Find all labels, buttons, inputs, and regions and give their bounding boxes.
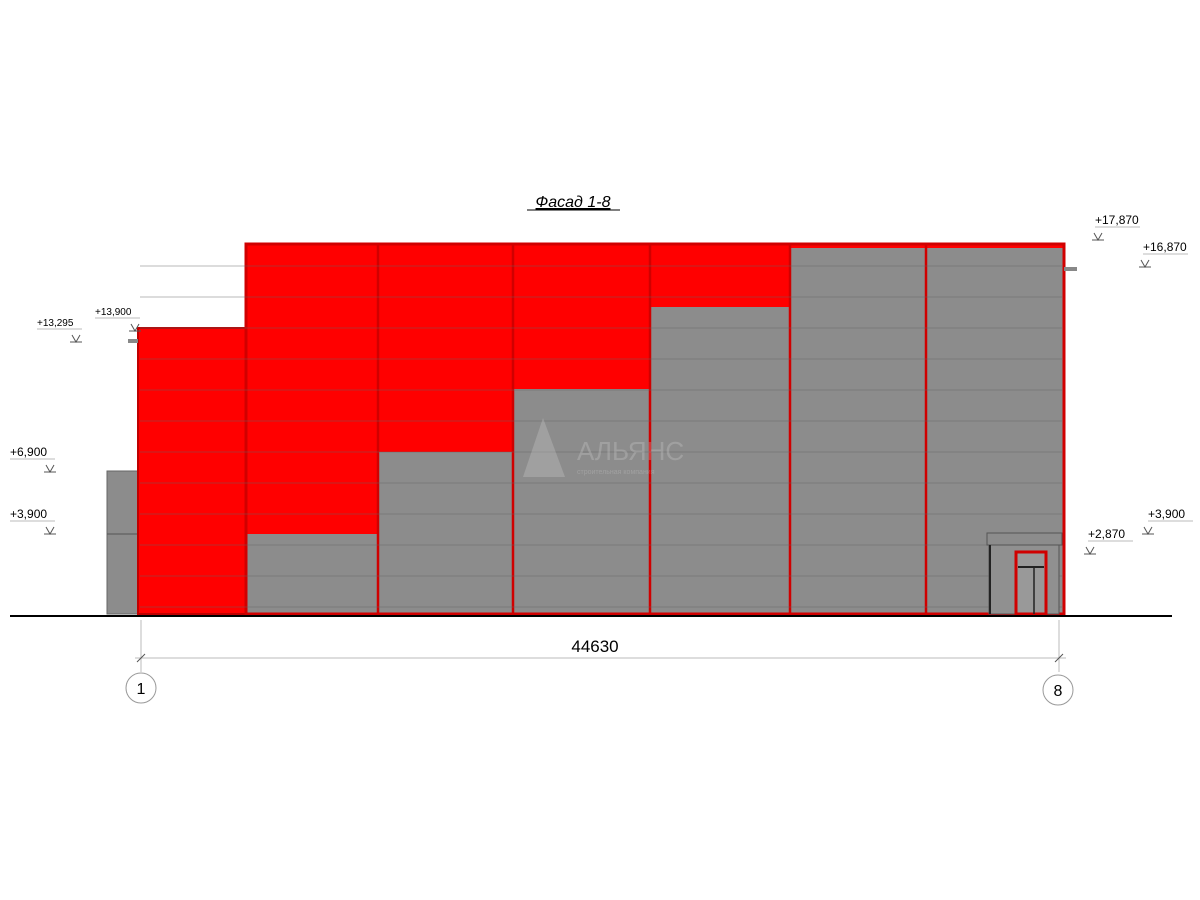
overall-dimension: 44630: [571, 637, 618, 656]
main-block: [244, 244, 1064, 614]
level-mark-l13295: +13,295: [37, 318, 74, 329]
level-mark-l16870: +16,870: [1143, 240, 1187, 254]
axis-label-1: 1: [137, 681, 146, 698]
entrance-canopy: [986, 532, 1063, 546]
level-mark-l17870: +17,870: [1095, 213, 1139, 227]
level-mark-l13900: +13,900: [95, 307, 132, 318]
level-mark-l3900_right: +3,900: [1148, 507, 1185, 521]
axis-marker-8: [1042, 674, 1074, 706]
axis-marker-1: [125, 672, 157, 704]
watermark-name: АЛЬЯНС: [577, 436, 684, 466]
watermark-subtitle: строительная компания: [577, 469, 655, 476]
axis-label-8: 8: [1054, 683, 1063, 700]
drawing-title: Фасад 1-8: [536, 194, 611, 211]
level-mark-l3900_left: +3,900: [10, 507, 47, 521]
entrance-door: [1014, 550, 1048, 616]
annex: [106, 470, 139, 615]
bay-5: [790, 244, 926, 614]
left-block: [137, 327, 247, 615]
level-mark-l6900: +6,900: [10, 445, 47, 459]
watermark-logo: АЛЬЯНС строительная компания: [523, 418, 684, 477]
level-mark-l2870: +2,870: [1088, 527, 1125, 541]
